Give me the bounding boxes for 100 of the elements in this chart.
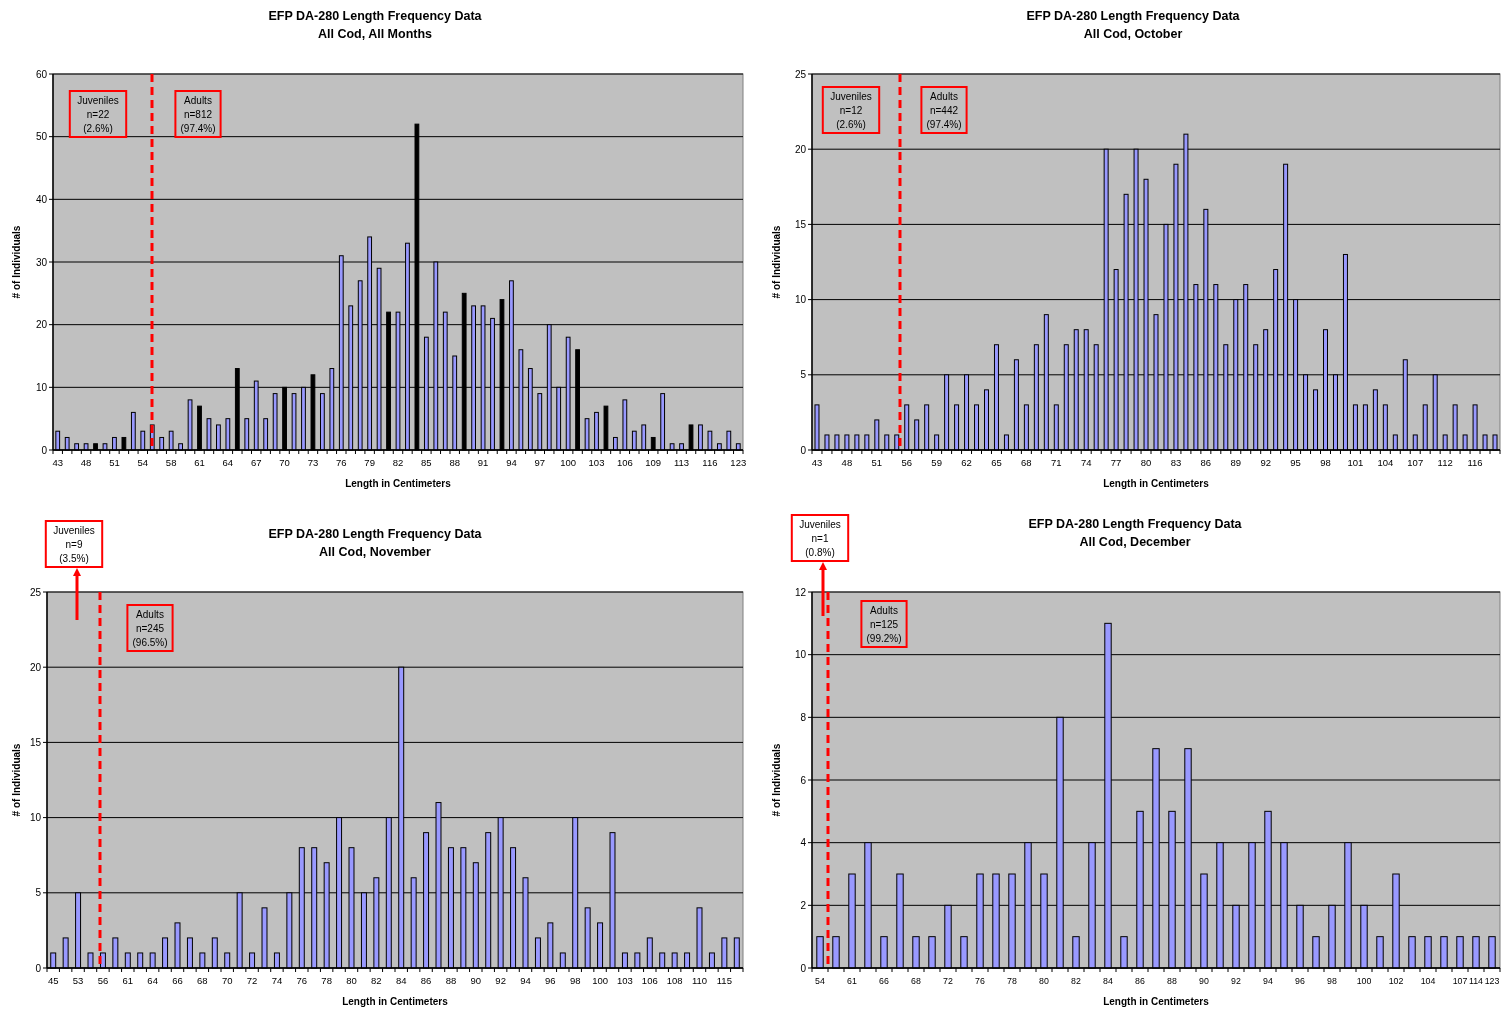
x-tick-label: 95 xyxy=(1290,457,1301,468)
x-tick-label: 86 xyxy=(1135,976,1145,986)
x-tick-label: 114 xyxy=(1468,976,1484,986)
x-tick-label: 54 xyxy=(137,457,149,468)
text: Juveniles n=1 (0.8%) xyxy=(799,519,841,558)
x-tick-label: 61 xyxy=(847,976,857,986)
x-tick-label: 76 xyxy=(336,457,347,468)
y-tick-label: 25 xyxy=(29,586,42,598)
x-tick-label: 86 xyxy=(1200,457,1212,468)
y-tick-label: 15 xyxy=(794,218,807,230)
x-tick-label: 92 xyxy=(495,975,506,986)
x-axis-title: Length in Centimeters xyxy=(342,996,449,1007)
y-tick-label: 2 xyxy=(800,899,807,911)
x-tick-label: 98 xyxy=(569,975,581,986)
x-tick-label: 90 xyxy=(470,975,482,986)
y-tick-label: 6 xyxy=(800,774,807,786)
x-tick-label: 74 xyxy=(1080,457,1092,468)
x-tick-label: 116 xyxy=(1467,457,1483,468)
x-tick-label: 123 xyxy=(730,457,747,468)
y-tick-label: 0 xyxy=(800,444,807,456)
y-tick-label: 60 xyxy=(35,68,48,80)
x-tick-label: 51 xyxy=(109,457,120,468)
x-tick-label: 80 xyxy=(1140,457,1152,468)
x-tick-label: 82 xyxy=(371,975,382,986)
x-tick-label: 78 xyxy=(1007,976,1017,986)
x-tick-label: 109 xyxy=(645,457,662,468)
annotation: Juveniles n=12 (2.6%) xyxy=(830,91,872,130)
x-tick-label: 104 xyxy=(1420,976,1436,986)
x-tick-label: 71 xyxy=(1051,457,1062,468)
x-tick-label: 79 xyxy=(364,457,375,468)
x-tick-label: 72 xyxy=(943,976,953,986)
x-tick-label: 70 xyxy=(279,457,290,468)
chart-title: EFP DA-280 Length Frequency Data xyxy=(1026,9,1241,23)
y-axis-title: # of Individuals xyxy=(11,225,22,299)
x-tick-label: 101 xyxy=(1347,457,1364,468)
x-tick-label: 77 xyxy=(1110,457,1122,468)
annotation: Juveniles n=22 (2.6%) xyxy=(77,95,119,134)
x-tick-label: 80 xyxy=(346,975,357,986)
x-tick-label: 96 xyxy=(545,975,556,986)
chart-subtitle: All Cod, October xyxy=(1083,27,1183,41)
x-tick-label: 53 xyxy=(72,975,84,986)
y-tick-label: 20 xyxy=(29,661,42,673)
y-tick-label: 25 xyxy=(794,68,807,80)
y-tick-label: 0 xyxy=(41,444,48,456)
x-tick-label: 102 xyxy=(1388,976,1404,986)
x-axis-title: Length in Centimeters xyxy=(1103,478,1210,489)
x-tick-label: 82 xyxy=(1071,976,1081,986)
x-tick-label: 86 xyxy=(420,975,432,986)
x-tick-label: 59 xyxy=(931,457,942,468)
x-tick-label: 72 xyxy=(246,975,258,986)
x-tick-label: 123 xyxy=(1484,976,1500,986)
chart-title: EFP DA-280 Length Frequency Data xyxy=(1028,517,1243,531)
x-tick-label: 58 xyxy=(165,457,177,468)
x-tick-label: 65 xyxy=(991,457,1002,468)
x-tick-label: 51 xyxy=(871,457,883,468)
y-tick-label: 10 xyxy=(29,812,42,824)
x-tick-label: 61 xyxy=(194,457,205,468)
x-tick-label: 68 xyxy=(197,975,208,986)
x-tick-label: 76 xyxy=(296,975,308,986)
x-tick-label: 106 xyxy=(616,457,633,468)
x-tick-label: 108 xyxy=(666,975,683,986)
y-tick-label: 20 xyxy=(794,143,807,155)
x-tick-label: 66 xyxy=(879,976,889,986)
x-tick-label: 73 xyxy=(307,457,319,468)
x-tick-label: 67 xyxy=(250,457,262,468)
x-tick-label: 103 xyxy=(617,975,633,986)
x-tick-label: 80 xyxy=(1039,976,1049,986)
y-tick-label: 5 xyxy=(35,887,42,899)
chart-subtitle: All Cod, December xyxy=(1079,535,1191,549)
x-tick-label: 66 xyxy=(172,975,183,986)
y-tick-label: 40 xyxy=(35,193,48,205)
x-tick-label: 107 xyxy=(1407,457,1424,468)
chart-title: EFP DA-280 Length Frequency Data xyxy=(268,9,483,23)
x-tick-label: 107 xyxy=(1452,976,1468,986)
x-axis-title: Length in Centimeters xyxy=(1103,996,1210,1007)
y-tick-label: 10 xyxy=(794,649,807,661)
annotation: Adults n=245 (96.5%) xyxy=(132,609,168,648)
x-tick-label: 43 xyxy=(52,457,64,468)
y-tick-label: 0 xyxy=(35,962,42,974)
x-tick-label: 84 xyxy=(1103,976,1113,986)
x-tick-label: 116 xyxy=(702,457,718,468)
x-tick-label: 62 xyxy=(961,457,972,468)
x-tick-label: 78 xyxy=(321,975,332,986)
x-tick-label: 61 xyxy=(122,975,134,986)
x-tick-label: 115 xyxy=(716,975,732,986)
x-tick-label: 43 xyxy=(811,457,823,468)
x-tick-label: 91 xyxy=(477,457,489,468)
x-tick-label: 64 xyxy=(147,975,158,986)
x-tick-label: 84 xyxy=(395,975,407,986)
x-tick-label: 54 xyxy=(815,976,825,986)
x-tick-label: 90 xyxy=(1199,976,1209,986)
x-tick-label: 112 xyxy=(1437,457,1453,468)
y-axis-title: # of Individuals xyxy=(771,743,782,817)
x-tick-label: 110 xyxy=(691,975,708,986)
x-tick-label: 48 xyxy=(80,457,92,468)
x-tick-label: 106 xyxy=(641,975,658,986)
x-tick-label: 88 xyxy=(445,975,457,986)
chart-subtitle: All Cod, All Months xyxy=(317,27,433,41)
x-tick-label: 94 xyxy=(520,975,531,986)
x-tick-label: 85 xyxy=(421,457,432,468)
